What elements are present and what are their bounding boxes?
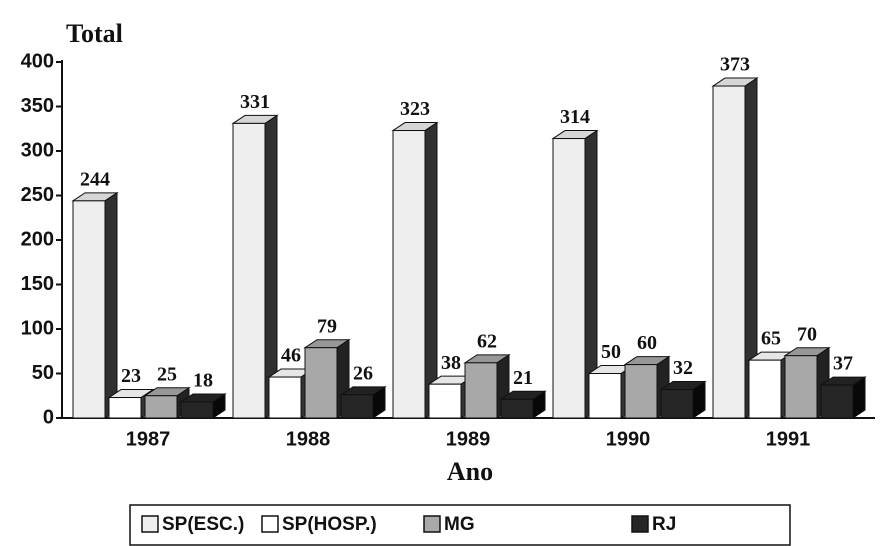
- legend-swatch: [423, 515, 441, 533]
- legend-swatch: [141, 515, 159, 533]
- data-label: 373: [720, 54, 750, 76]
- legend-label: SP(HOSP.): [282, 514, 377, 535]
- bar: [784, 355, 818, 419]
- bar: [72, 200, 106, 419]
- bar: [820, 384, 854, 419]
- bar: [304, 347, 338, 419]
- y-tick-label: 250: [21, 184, 54, 206]
- bar: [144, 395, 178, 419]
- bar: [464, 362, 498, 419]
- data-label: 65: [761, 328, 781, 350]
- bar: [180, 401, 214, 419]
- data-label: 50: [601, 341, 621, 363]
- data-label: 46: [281, 345, 301, 367]
- data-label: 60: [637, 332, 657, 354]
- bar: [712, 85, 746, 419]
- x-axis-label: Ano: [447, 457, 493, 486]
- legend-label: RJ: [652, 514, 676, 535]
- y-tick-label: 350: [21, 95, 54, 117]
- bar: [232, 122, 266, 419]
- bar: [268, 376, 302, 419]
- y-tick-label: 300: [21, 139, 54, 161]
- data-label: 323: [400, 98, 430, 120]
- x-tick-label: 1991: [766, 428, 811, 450]
- data-label: 244: [80, 168, 110, 190]
- x-tick-label: 1987: [126, 428, 171, 450]
- bar: [748, 359, 782, 419]
- data-label: 331: [240, 91, 270, 113]
- y-tick-label: 150: [21, 273, 54, 295]
- bar: [660, 389, 694, 419]
- bar: [428, 383, 462, 419]
- data-label: 26: [353, 362, 373, 384]
- bar: [340, 394, 374, 419]
- data-label: 79: [317, 315, 337, 337]
- x-tick-label: 1990: [606, 428, 651, 450]
- data-label: 18: [193, 370, 213, 392]
- bar-side: [424, 121, 438, 419]
- data-label: 32: [673, 357, 693, 379]
- x-tick-label: 1989: [446, 428, 491, 450]
- bar: [500, 398, 534, 419]
- data-label: 62: [477, 330, 497, 352]
- data-label: 23: [121, 365, 141, 387]
- data-label: 21: [513, 367, 533, 389]
- x-tick-label: 1988: [286, 428, 331, 450]
- y-tick-label: 100: [21, 317, 54, 339]
- data-label: 38: [441, 352, 461, 374]
- bar: [108, 397, 142, 419]
- data-label: 37: [833, 353, 853, 375]
- data-label: 314: [560, 106, 590, 128]
- y-tick-label: 400: [21, 50, 54, 72]
- legend-label: SP(ESC.): [162, 514, 244, 535]
- y-axis-label: Total: [66, 19, 123, 48]
- y-tick-label: 200: [21, 228, 54, 250]
- data-label: 70: [797, 323, 817, 345]
- legend-label: MG: [444, 514, 475, 535]
- legend-box: [129, 504, 791, 546]
- bar: [624, 364, 658, 419]
- legend-swatch: [261, 515, 279, 533]
- legend-swatch: [631, 515, 649, 533]
- y-tick-label: 50: [32, 362, 54, 384]
- bar-side: [104, 191, 118, 419]
- y-tick-label: 0: [43, 406, 54, 428]
- bar: [392, 130, 426, 419]
- bar: [552, 138, 586, 419]
- bar: [588, 373, 622, 419]
- data-label: 25: [157, 363, 177, 385]
